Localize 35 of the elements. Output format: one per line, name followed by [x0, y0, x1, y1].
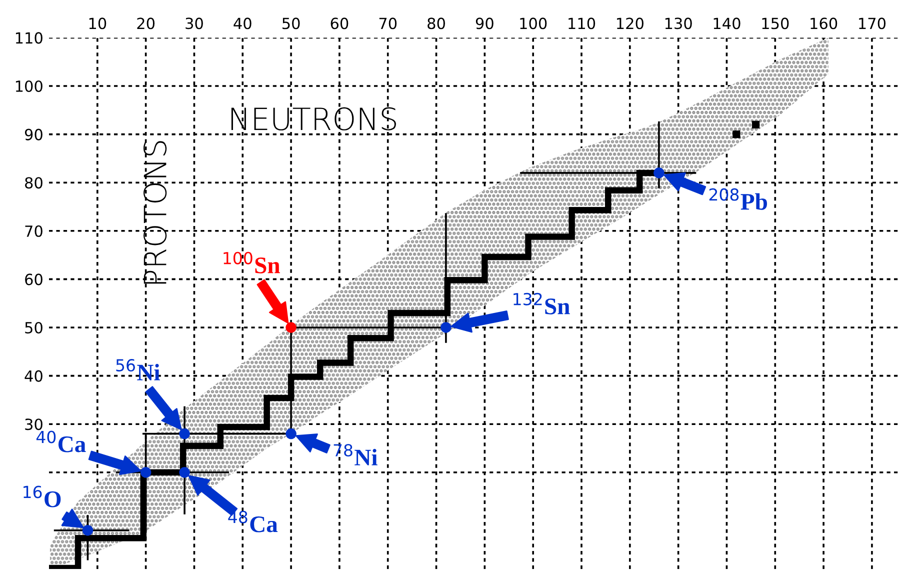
y-tick-label: 60	[25, 274, 42, 286]
x-tick-label: 170	[859, 18, 886, 30]
x-tick-label: 150	[762, 18, 789, 30]
annotation: $^{208}$Pb	[709, 188, 767, 210]
x-tick-label: 60	[330, 18, 348, 30]
annotation: $^{78}$Ni	[334, 444, 378, 466]
y-tick-label: 100	[16, 80, 42, 92]
annotation: $^{132}$Sn	[514, 292, 570, 314]
annotation: $^{16}$O	[24, 486, 61, 508]
x-tick-label: 40	[234, 18, 252, 30]
x-axis-title: NEUTRONS	[231, 107, 396, 130]
x-tick-label: 120	[617, 18, 644, 30]
x-tick-label: 70	[379, 18, 397, 30]
x-tick-label: 80	[428, 18, 445, 30]
y-tick-label: 40	[24, 370, 42, 382]
x-tick-label: 100	[520, 18, 547, 30]
x-tick-label: 130	[665, 18, 692, 30]
x-tick-label: 30	[186, 18, 203, 30]
y-tick-label: 50	[25, 322, 42, 334]
annotation: $^{56}$Ni	[116, 358, 160, 380]
y-tick-label: 90	[24, 128, 42, 140]
x-tick-label: 160	[810, 18, 838, 30]
annotation: $^{100}$Sn	[224, 252, 280, 274]
x-tick-label: 50	[282, 18, 300, 30]
y-tick-label: 110	[16, 32, 42, 44]
y-tick-label: 30	[25, 418, 42, 430]
x-tick-label: 20	[137, 18, 155, 30]
y-tick-label: 80	[25, 177, 42, 189]
x-tick-label: 140	[714, 18, 740, 30]
y-axis-title: PROTONS	[144, 141, 167, 284]
x-tick-label: 90	[476, 18, 494, 30]
x-tick-label: 110	[568, 18, 596, 30]
annotation: $^{40}$Ca	[36, 430, 86, 452]
x-tick-label: 10	[89, 18, 106, 30]
y-tick-label: 70	[25, 225, 42, 237]
